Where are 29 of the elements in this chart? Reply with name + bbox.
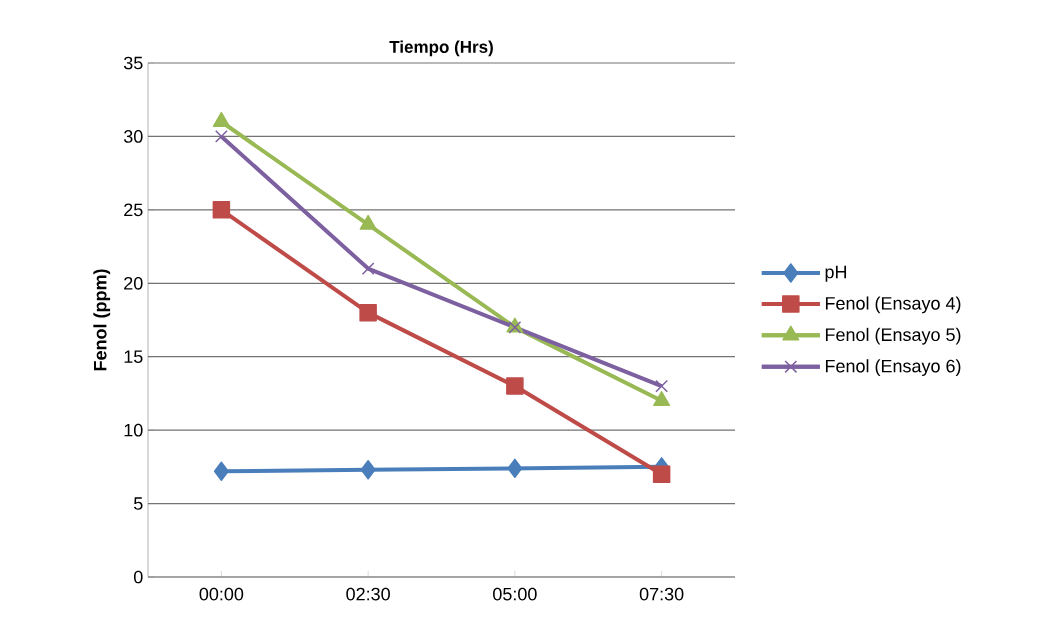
point <box>507 458 523 479</box>
chart-title: Tiempo (Hrs) <box>389 40 493 57</box>
point <box>214 130 228 143</box>
x-tick-label: 05:00 <box>493 587 537 601</box>
y-tick-label: 35 <box>123 56 143 70</box>
y-tick-label: 20 <box>124 276 143 290</box>
y-tick-label: 25 <box>124 203 143 217</box>
y-tick-label: 5 <box>133 497 143 510</box>
point <box>212 201 231 219</box>
legend-label: Fenol (Ensayo 6) <box>825 359 961 376</box>
point <box>506 377 524 395</box>
y-axis-title: Fenol (ppm) <box>93 269 111 371</box>
y-tick-label: 0 <box>133 570 143 584</box>
x-tick-label: 07:30 <box>639 587 684 601</box>
x-tick-label: 00:00 <box>199 587 244 601</box>
point <box>359 303 377 322</box>
x-tick-label: 02:30 <box>346 587 390 601</box>
point <box>361 262 375 276</box>
y-tick-label: 15 <box>124 350 143 363</box>
y-tick-label: 30 <box>123 130 143 143</box>
point <box>653 391 671 407</box>
point <box>655 379 669 393</box>
point <box>652 465 671 483</box>
legend-label: pH <box>825 265 847 282</box>
legend-label: Fenol (Ensayo 5) <box>825 327 961 345</box>
y-tick-label: 10 <box>124 423 143 437</box>
legend-label: Fenol (Ensayo 4) <box>825 296 961 314</box>
point <box>360 460 376 480</box>
point <box>213 461 229 482</box>
